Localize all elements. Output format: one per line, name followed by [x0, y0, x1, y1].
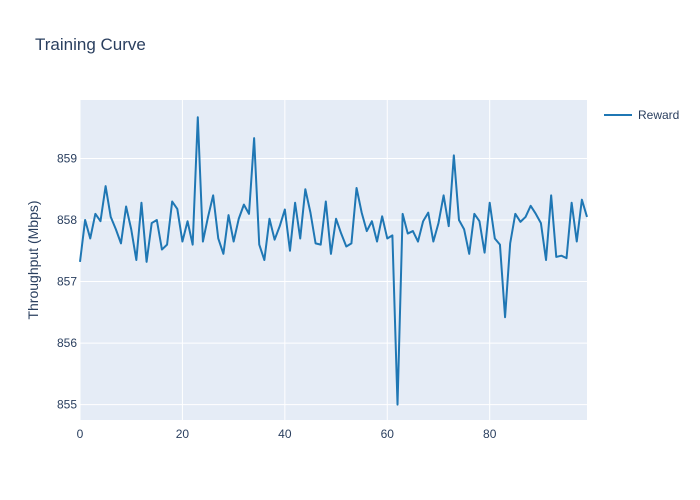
y-axis-ticks: 855 856 857 858 859 [57, 151, 77, 411]
x-tick-label: 0 [77, 427, 84, 441]
x-tick-label: 40 [278, 427, 292, 441]
x-tick-label: 20 [176, 427, 190, 441]
series-line-reward [79, 116, 588, 406]
legend[interactable]: Reward [604, 108, 679, 122]
legend-item-reward[interactable]: Reward [638, 108, 679, 122]
y-tick-label: 856 [57, 336, 77, 350]
x-tick-label: 60 [381, 427, 395, 441]
y-axis-label: Throughput (Mbps) [25, 200, 41, 319]
plot-area [80, 100, 587, 420]
y-tick-label: 859 [57, 151, 77, 165]
y-tick-label: 857 [57, 275, 77, 289]
x-axis-ticks: 0 20 40 60 80 [77, 427, 497, 441]
grid-lines [79, 100, 587, 420]
chart-title: Training Curve [35, 35, 146, 54]
y-tick-label: 858 [57, 213, 77, 227]
y-tick-label: 855 [57, 398, 77, 412]
x-tick-label: 80 [483, 427, 497, 441]
